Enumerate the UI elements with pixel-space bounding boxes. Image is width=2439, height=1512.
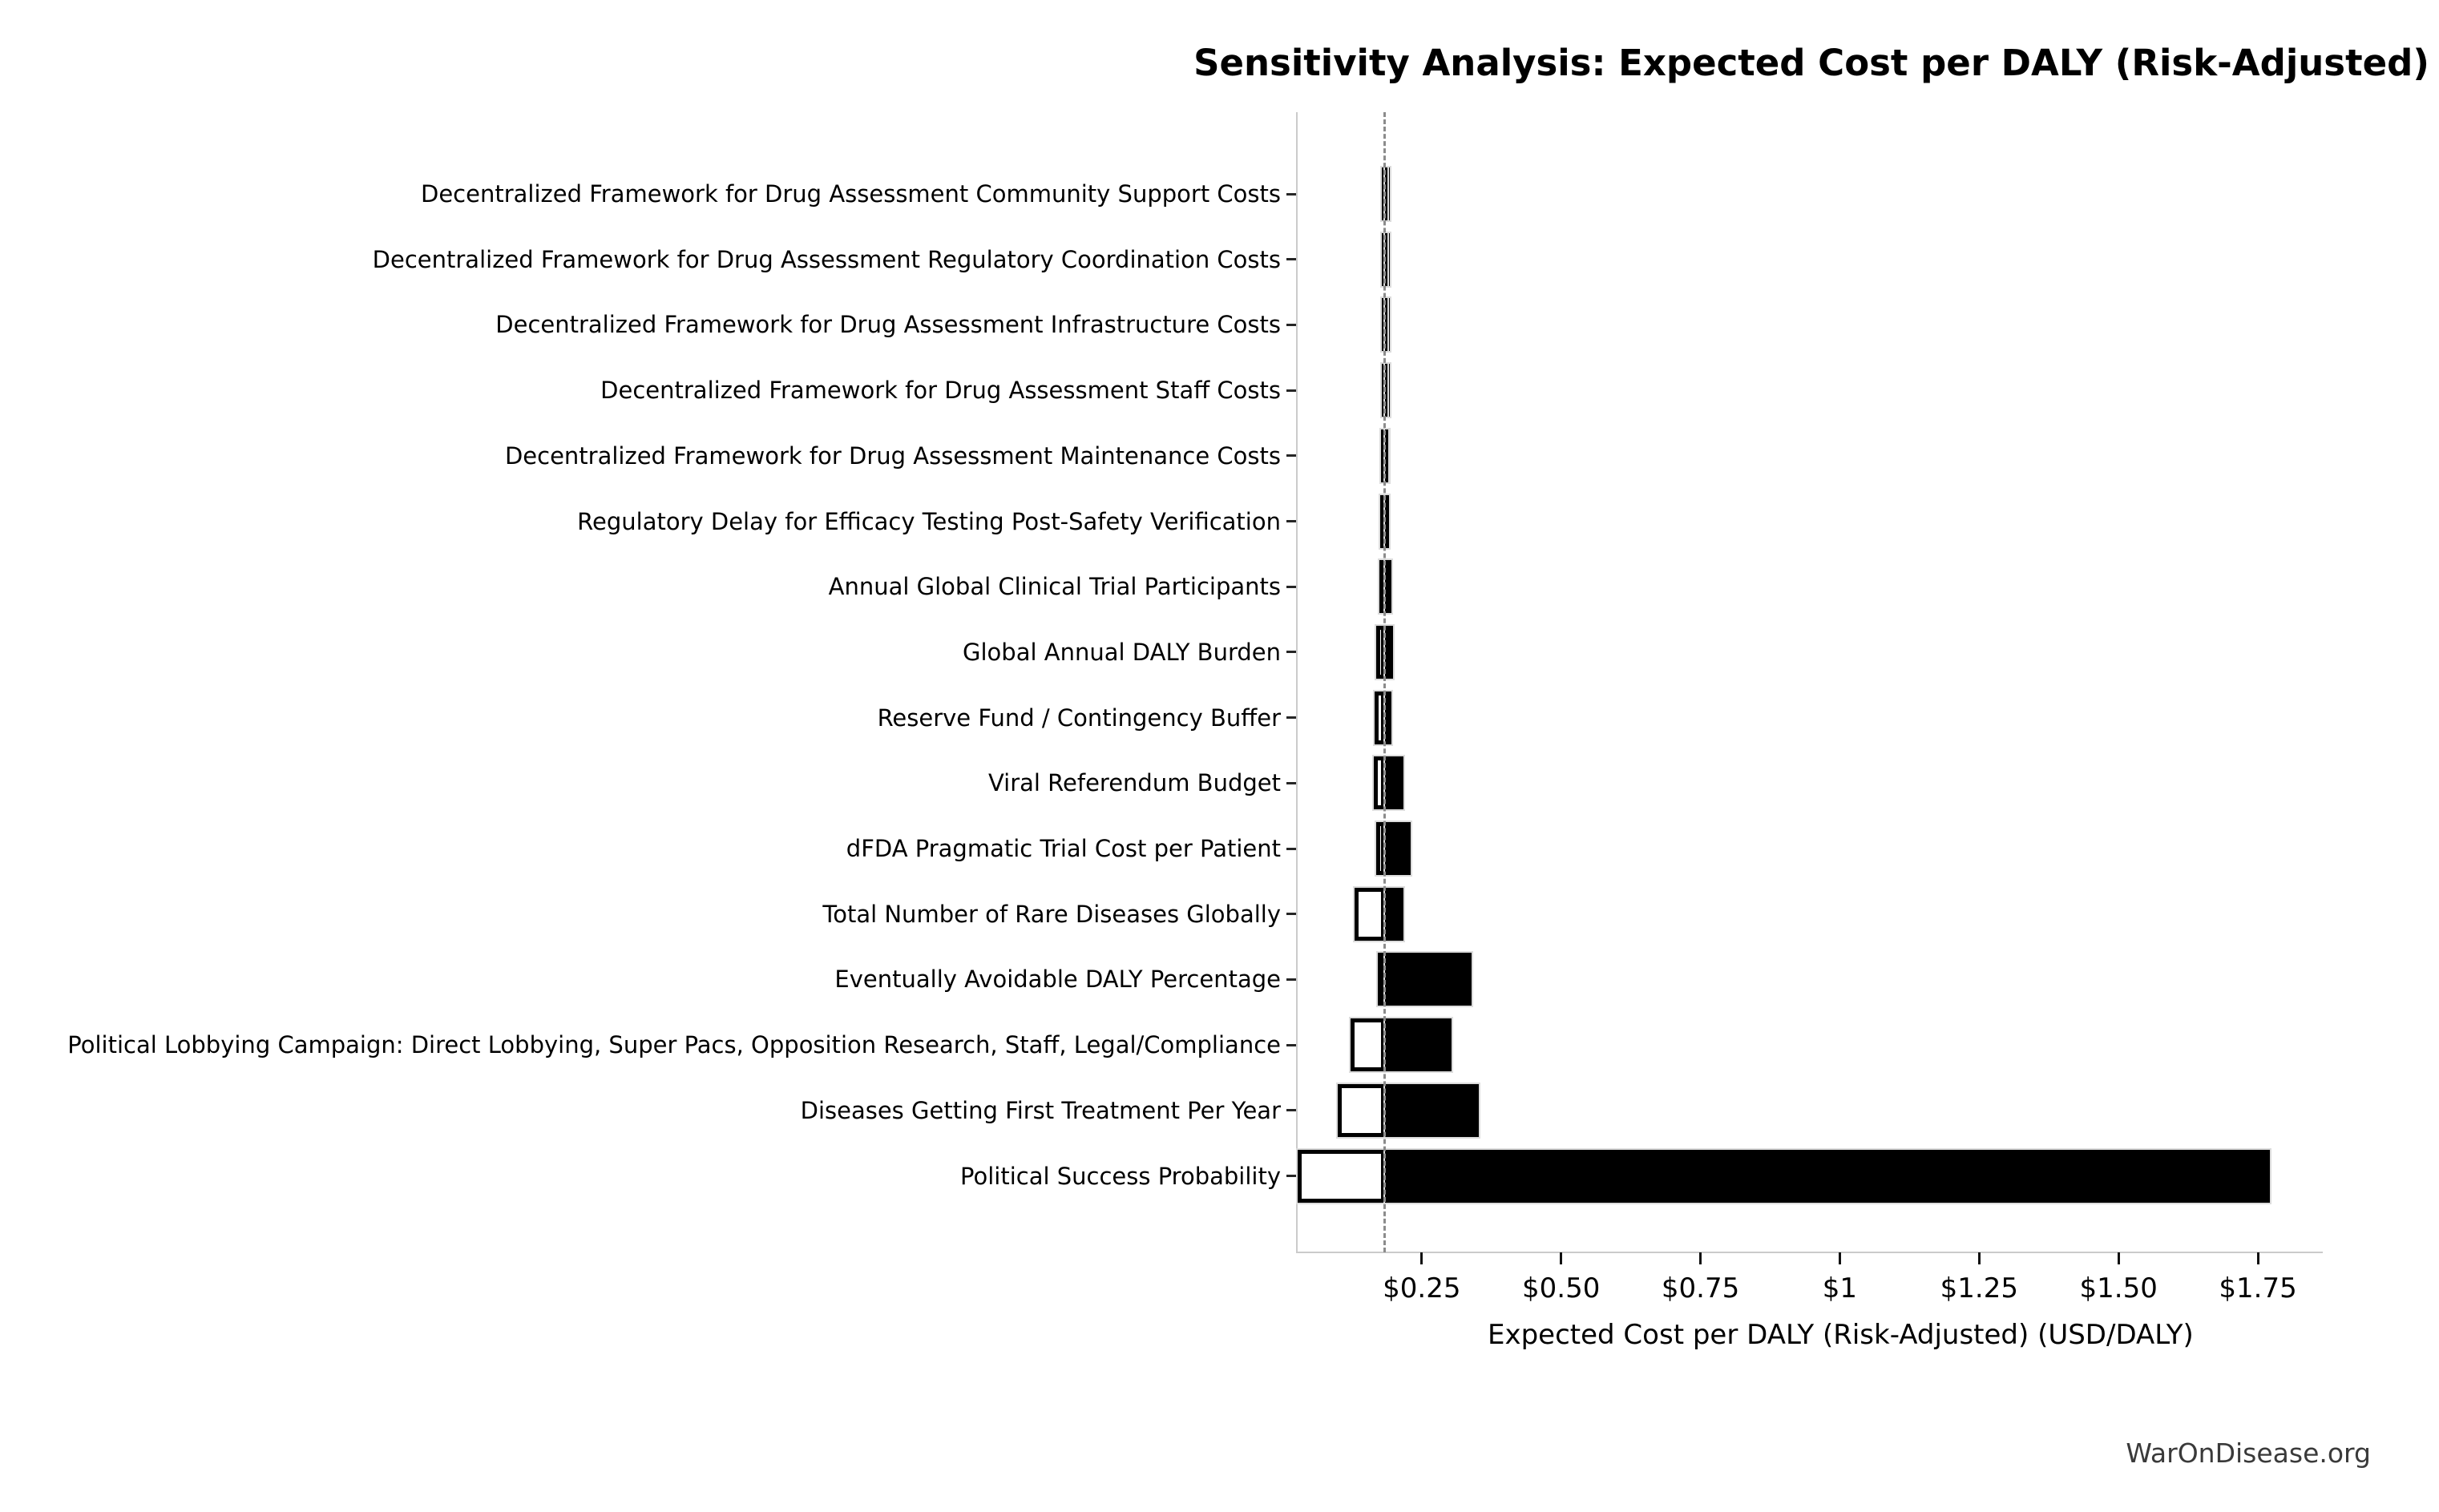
x-tick-label: $1.75: [2219, 1272, 2297, 1304]
y-axis-label: Decentralized Framework for Drug Assessm…: [372, 245, 1281, 273]
y-tick: [1286, 389, 1296, 392]
x-tick: [1420, 1252, 1423, 1264]
bar-low: [1348, 1017, 1387, 1074]
y-tick: [1286, 716, 1296, 720]
bar-high: [1383, 427, 1391, 484]
x-tick-label: $0.75: [1661, 1272, 1740, 1304]
y-axis-label: Reserve Fund / Contingency Buffer: [877, 704, 1281, 732]
y-tick: [1286, 1043, 1296, 1046]
y-tick: [1286, 520, 1296, 522]
bar-high: [1383, 689, 1393, 746]
bar-high: [1383, 623, 1395, 680]
bar-high: [1383, 558, 1393, 615]
x-tick: [2117, 1252, 2120, 1264]
y-axis-label: Political Success Probability: [960, 1162, 1281, 1190]
y-axis-label: Decentralized Framework for Drug Assessm…: [504, 442, 1281, 470]
x-tick-label: $1.50: [2079, 1272, 2158, 1304]
x-tick-label: $0.50: [1522, 1272, 1601, 1304]
bar-low: [1373, 689, 1387, 746]
x-axis-title: Expected Cost per DALY (Risk-Adjusted) (…: [1488, 1319, 2194, 1351]
y-axis-label: Global Annual DALY Burden: [963, 638, 1281, 666]
bar-high: [1383, 755, 1405, 812]
x-tick-label: $0.25: [1383, 1272, 1461, 1304]
bar-high: [1383, 1017, 1453, 1074]
y-tick: [1286, 651, 1296, 654]
bar-high: [1383, 296, 1390, 353]
x-tick: [1560, 1252, 1563, 1264]
y-tick: [1286, 978, 1296, 981]
y-tick: [1286, 1109, 1296, 1112]
y-axis-label: Annual Global Clinical Trial Participant…: [828, 573, 1281, 601]
bar-low: [1375, 951, 1387, 1008]
x-tick: [2256, 1252, 2259, 1264]
watermark-text: WarOnDisease.org: [2126, 1437, 2371, 1469]
y-tick: [1286, 323, 1296, 326]
bar-low: [1336, 1082, 1387, 1139]
y-tick: [1286, 847, 1296, 850]
y-tick: [1286, 585, 1296, 588]
bar-low: [1375, 821, 1387, 877]
bar-low: [1371, 755, 1387, 812]
y-axis-label: Eventually Avoidable DALY Percentage: [834, 966, 1281, 994]
x-tick: [1699, 1252, 1702, 1264]
y-tick: [1286, 913, 1296, 916]
x-axis-spine: [1296, 1252, 2323, 1253]
baseline-line: [1383, 112, 1387, 1252]
bar-high: [1383, 885, 1405, 942]
y-axis-label: dFDA Pragmatic Trial Cost per Patient: [846, 835, 1281, 862]
bar-high: [1383, 951, 1474, 1008]
y-axis-label: Regulatory Delay for Efficacy Testing Po…: [577, 507, 1281, 535]
x-tick: [1838, 1252, 1841, 1264]
bar-low: [1352, 885, 1387, 942]
chart-title: Sensitivity Analysis: Expected Cost per …: [1193, 42, 2429, 84]
y-axis-label: Diseases Getting First Treatment Per Yea…: [800, 1096, 1281, 1124]
y-tick: [1286, 454, 1296, 458]
bar-high: [1383, 1082, 1480, 1139]
y-tick: [1286, 258, 1296, 261]
y-tick: [1286, 192, 1296, 196]
y-axis-label: Decentralized Framework for Drug Assessm…: [600, 377, 1281, 405]
y-axis-label: Decentralized Framework for Drug Assessm…: [495, 311, 1281, 339]
y-axis-label: Total Number of Rare Diseases Globally: [822, 900, 1281, 928]
bar-high: [1383, 493, 1391, 550]
y-tick: [1286, 1175, 1296, 1177]
bar-high: [1383, 362, 1390, 419]
x-tick: [1977, 1252, 1981, 1264]
y-tick: [1286, 781, 1296, 784]
y-axis-spine: [1296, 112, 1298, 1252]
y-axis-label: Decentralized Framework for Drug Assessm…: [421, 180, 1281, 208]
y-axis-label: Viral Referendum Budget: [987, 769, 1281, 797]
bar-low: [1295, 1147, 1387, 1204]
x-tick-label: $1.25: [1940, 1272, 2018, 1304]
bar-high: [1383, 1147, 2272, 1204]
bar-high: [1383, 821, 1412, 877]
bar-low: [1375, 623, 1387, 680]
x-tick-label: $1: [1822, 1272, 1858, 1304]
y-axis-label: Political Lobbying Campaign: Direct Lobb…: [67, 1031, 1281, 1059]
